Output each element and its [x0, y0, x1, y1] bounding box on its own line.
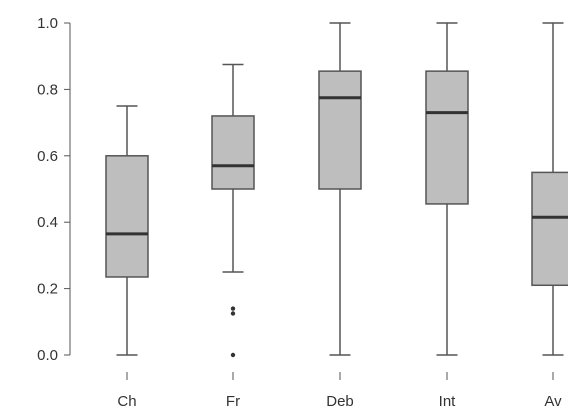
outlier-point [230, 311, 236, 316]
x-tick-label: Ch [117, 393, 136, 410]
box-series [105, 22, 568, 358]
box-av [531, 22, 568, 356]
box-fr [211, 63, 255, 358]
box-ch [105, 105, 149, 356]
x-tick-label: Int [439, 393, 457, 410]
outlier-point [230, 306, 236, 311]
y-tick-label: 0.0 [37, 347, 58, 364]
iqr-box [425, 70, 469, 205]
box-int [425, 22, 469, 356]
x-tick-label: Fr [226, 393, 240, 410]
iqr-box [211, 115, 255, 190]
y-tick-label: 0.8 [37, 81, 58, 98]
y-tick-label: 0.6 [37, 148, 58, 165]
y-axis: 0.0 0.2 0.4 0.6 0.8 1.0 [37, 15, 71, 364]
x-axis: Ch Fr Deb Int Av [117, 372, 562, 410]
x-tick-label: Av [544, 393, 562, 410]
iqr-box [105, 155, 149, 278]
y-tick-label: 0.4 [37, 214, 58, 231]
outlier-point [230, 352, 236, 358]
box-deb [318, 22, 362, 356]
iqr-box [531, 171, 568, 287]
y-tick-label: 1.0 [37, 15, 58, 32]
y-tick-label: 0.2 [37, 281, 58, 298]
iqr-box [318, 70, 362, 190]
x-tick-label: Deb [326, 393, 354, 410]
